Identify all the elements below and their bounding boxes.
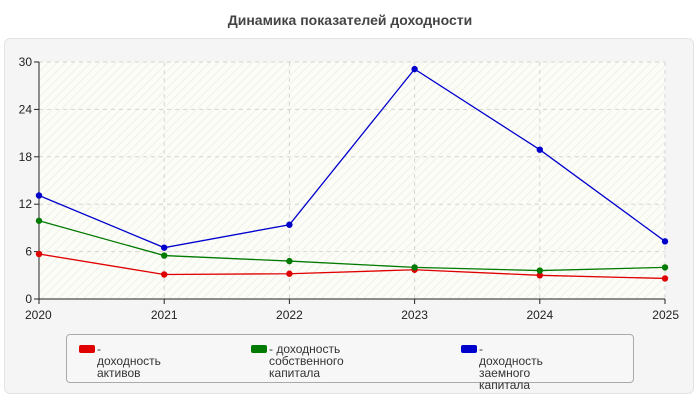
plot-background — [39, 62, 665, 299]
axes — [34, 61, 666, 304]
series-point-2 — [286, 221, 293, 228]
y-tick-label: 24 — [19, 102, 33, 116]
series-point-1 — [536, 267, 543, 274]
series-point-1 — [35, 217, 43, 224]
x-tick-labels: 2020 2021 2022 2023 2024 2025 — [25, 308, 679, 322]
series-point-0 — [35, 250, 43, 258]
series-point-0 — [536, 272, 543, 279]
series-point-0 — [661, 275, 669, 282]
y-tick-label: 30 — [19, 55, 33, 69]
legend-swatch-assets — [79, 345, 95, 353]
series-point-2 — [161, 244, 168, 251]
series-line-1 — [38, 220, 666, 272]
legend-label-debt: - доходность заемного капитала — [479, 342, 543, 392]
y-tick-label: 18 — [19, 150, 33, 164]
x-tick-label: 2025 — [652, 308, 679, 322]
series-point-0 — [161, 271, 168, 278]
x-tick-label: 2020 — [25, 308, 52, 322]
legend: - доходность активов - доходность собств… — [66, 334, 634, 391]
series-point-1 — [411, 264, 418, 271]
y-tick-labels: 0 6 12 18 24 30 — [19, 55, 33, 306]
y-tick-label: 0 — [25, 292, 32, 306]
legend-label-assets: - доходность активов — [97, 342, 161, 380]
series-point-1 — [161, 252, 168, 259]
x-tick-label: 2022 — [276, 308, 303, 322]
series-point-1 — [286, 257, 293, 265]
series-point-2 — [661, 238, 669, 245]
chart-title: Динамика показателей доходности — [227, 12, 473, 28]
grid — [39, 61, 666, 299]
series-line-0 — [38, 253, 666, 280]
x-tick-label: 2021 — [151, 308, 178, 322]
legend-label-equity: - доходность собственного капитала — [269, 342, 344, 380]
y-tick-label: 12 — [19, 197, 33, 211]
x-tick-label: 2024 — [526, 308, 553, 322]
series-line-2 — [38, 68, 666, 249]
series-point-2 — [35, 192, 43, 199]
series — [35, 65, 669, 282]
series-point-2 — [536, 146, 543, 153]
legend-swatch-debt — [461, 345, 477, 353]
y-tick-label: 6 — [25, 245, 32, 259]
series-point-0 — [286, 270, 293, 277]
series-point-1 — [661, 264, 669, 271]
series-point-2 — [411, 65, 418, 73]
x-tick-label: 2023 — [401, 308, 428, 322]
legend-swatch-equity — [251, 345, 267, 353]
